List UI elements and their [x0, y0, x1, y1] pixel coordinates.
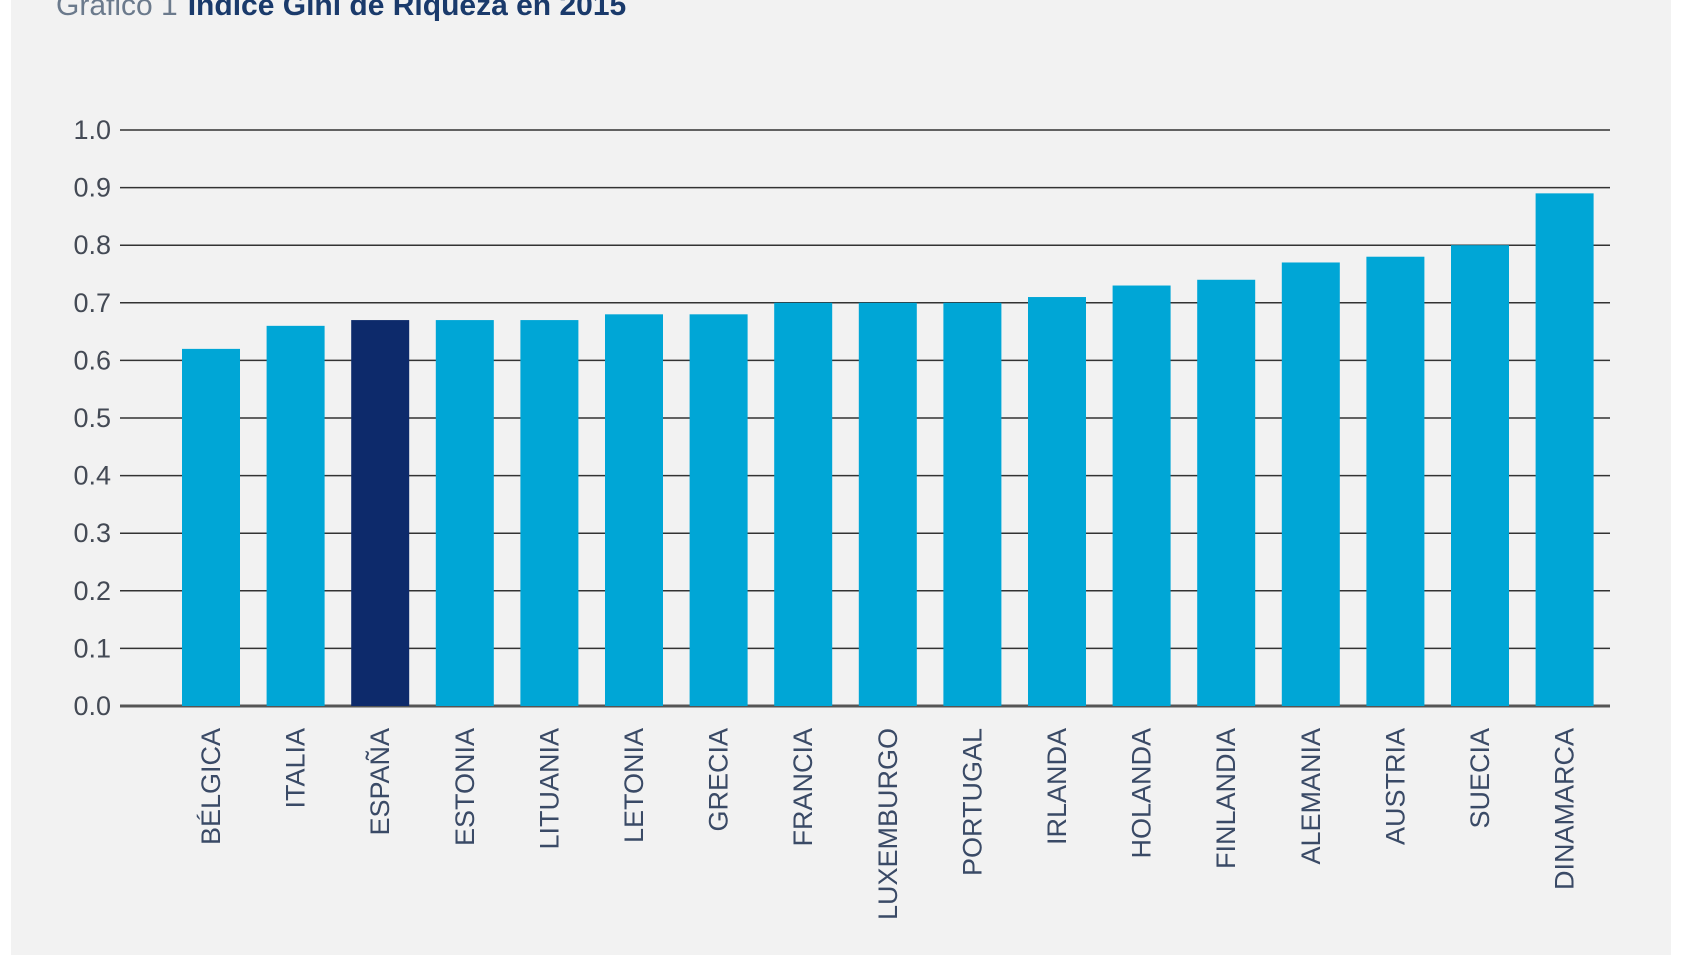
bar — [266, 325, 325, 706]
y-tick-label: 0.8 — [73, 230, 111, 260]
bar — [943, 302, 1002, 706]
bar — [1366, 256, 1425, 706]
x-tick-label: BÉLGICA — [196, 728, 226, 845]
chart-title-prefix: Gráfico 1 — [56, 0, 178, 22]
x-tick-label: IRLANDA — [1042, 728, 1072, 845]
bar — [1197, 279, 1256, 706]
bar — [435, 320, 494, 706]
bar — [1112, 285, 1171, 706]
y-tick-label: 0.2 — [73, 576, 111, 606]
x-tick-label: SUECIA — [1465, 728, 1495, 829]
x-tick-label: GRECIA — [704, 728, 734, 832]
y-tick-label: 0.9 — [73, 173, 111, 203]
y-tick-label: 0.6 — [73, 345, 111, 375]
x-tick-label: ALEMANIA — [1296, 728, 1326, 865]
bar — [1281, 262, 1340, 706]
y-tick-label: 0.7 — [73, 288, 111, 318]
x-tick-label: ESTONIA — [450, 728, 480, 846]
x-tick-label: FRANCIA — [788, 728, 818, 847]
bar — [182, 348, 240, 706]
x-axis-ticks: BÉLGICA ITALIA ESPAÑA ESTONIA LITUANIA LETONI… — [196, 728, 1580, 920]
x-tick-label: FINLANDIA — [1211, 728, 1241, 869]
x-tick-label: ESPAÑA — [364, 728, 395, 836]
y-tick-label: 0.4 — [73, 461, 111, 491]
chart-title-main: Índice Gini de Riqueza en 2015 — [187, 0, 627, 22]
y-tick-label: 0.0 — [73, 691, 111, 721]
y-tick-label: 0.3 — [73, 518, 111, 548]
y-axis-ticks: 0.0 0.1 0.2 0.3 0.4 0.5 0.6 0.7 0.8 0.9 1.0 — [73, 115, 111, 721]
bar — [605, 314, 663, 706]
bar — [774, 302, 833, 706]
x-tick-label: AUSTRIA — [1380, 728, 1410, 845]
y-tick-label: 0.1 — [73, 633, 111, 663]
x-tick-label: HOLANDA — [1127, 728, 1157, 859]
x-tick-label: PORTUGAL — [957, 728, 987, 876]
y-tick-label: 1.0 — [73, 115, 111, 145]
x-tick-label: LITUANIA — [534, 728, 564, 850]
x-tick-label: DINAMARCA — [1550, 728, 1580, 890]
bar — [689, 314, 748, 706]
x-tick-label: LETONIA — [619, 728, 649, 843]
bar — [1535, 193, 1594, 707]
chart-title: Gráfico 1 Índice Gini de Riqueza en 2015 — [56, 0, 626, 24]
bar — [1028, 297, 1086, 706]
bar-highlighted — [351, 320, 410, 706]
bar — [858, 302, 917, 706]
bars — [182, 193, 1594, 707]
x-tick-label: ITALIA — [281, 728, 311, 809]
bar — [520, 320, 579, 706]
x-tick-label: LUXEMBURGO — [873, 728, 903, 920]
bar — [1451, 245, 1509, 706]
y-tick-label: 0.5 — [73, 403, 111, 433]
